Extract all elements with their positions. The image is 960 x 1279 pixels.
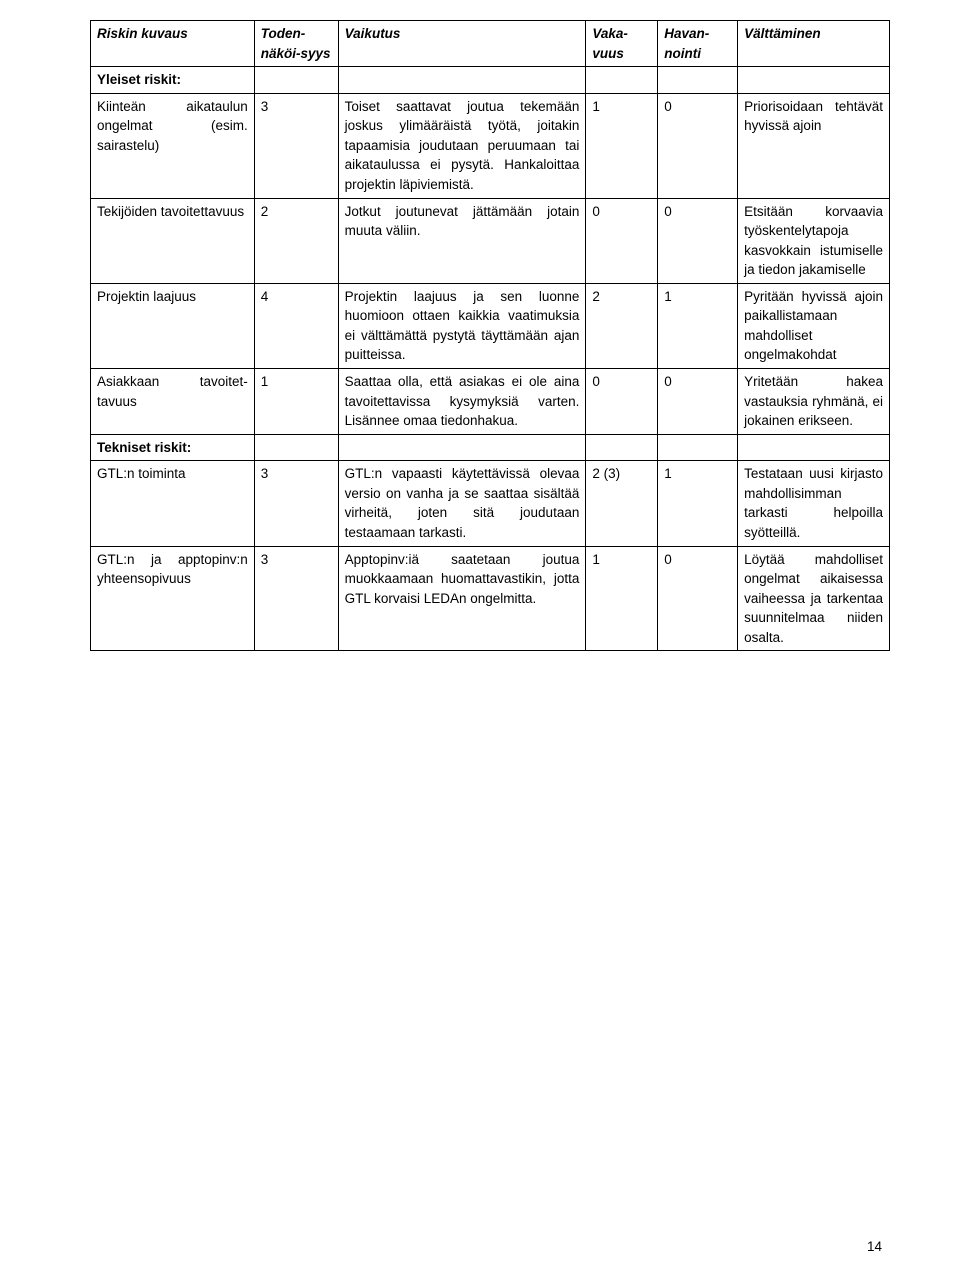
col-header-impact: Vaikutus [338,21,586,67]
cell-prob: 1 [254,369,338,435]
cell-severity: 1 [586,546,658,651]
cell-impact: Projektin laajuus ja sen luonne huomioon… [338,283,586,368]
empty-cell [338,67,586,94]
cell-avoid: Etsitään korvaavia työskentelytapoja kas… [738,198,890,283]
cell-desc: Kiinteän aikataulun ongelmat (esim. sair… [91,93,255,198]
cell-obs: 0 [658,369,738,435]
cell-prob: 3 [254,461,338,546]
empty-cell [254,434,338,461]
cell-impact: Saattaa olla, että asiakas ei ole aina t… [338,369,586,435]
cell-avoid: Priorisoidaan tehtävät hyvissä ajoin [738,93,890,198]
cell-avoid: Löytää mahdolliset ongelmat aikaisessa v… [738,546,890,651]
cell-desc: Tekijöiden tavoitettavuus [91,198,255,283]
cell-prob: 2 [254,198,338,283]
cell-obs: 0 [658,198,738,283]
cell-obs: 0 [658,93,738,198]
cell-impact: Toiset saattavat joutua tekemään joskus … [338,93,586,198]
cell-impact: GTL:n vapaasti käytettävissä olevaa vers… [338,461,586,546]
cell-obs: 1 [658,461,738,546]
cell-impact: Apptopinv:iä saatetaan joutua muokkaamaa… [338,546,586,651]
cell-desc: Asiakkaan tavoitet-tavuus [91,369,255,435]
table-row: GTL:n toiminta 3 GTL:n vapaasti käytettä… [91,461,890,546]
subhead-row-general: Yleiset riskit: [91,67,890,94]
subhead-general: Yleiset riskit: [91,67,255,94]
cell-avoid: Yritetään hakea vastauksia ryhmänä, ei j… [738,369,890,435]
subhead-technical: Tekniset riskit: [91,434,255,461]
col-header-avoid: Välttäminen [738,21,890,67]
table-row: Kiinteän aikataulun ongelmat (esim. sair… [91,93,890,198]
empty-cell [586,67,658,94]
risk-table: Riskin kuvaus Toden-näköi-syys Vaikutus … [90,20,890,651]
col-header-obs: Havan-nointi [658,21,738,67]
cell-prob: 4 [254,283,338,368]
empty-cell [586,434,658,461]
empty-cell [658,67,738,94]
page-container: Riskin kuvaus Toden-näköi-syys Vaikutus … [0,0,960,1279]
cell-severity: 2 [586,283,658,368]
empty-cell [658,434,738,461]
cell-avoid: Pyritään hyvissä ajoin paikallistamaan m… [738,283,890,368]
empty-cell [738,434,890,461]
cell-desc: Projektin laajuus [91,283,255,368]
table-row: Asiakkaan tavoitet-tavuus 1 Saattaa olla… [91,369,890,435]
cell-prob: 3 [254,546,338,651]
subhead-row-technical: Tekniset riskit: [91,434,890,461]
cell-severity: 0 [586,198,658,283]
cell-avoid: Testataan uusi kirjasto mahdollisimman t… [738,461,890,546]
cell-severity: 1 [586,93,658,198]
cell-obs: 0 [658,546,738,651]
cell-severity: 0 [586,369,658,435]
empty-cell [338,434,586,461]
page-number: 14 [867,1237,882,1257]
cell-desc: GTL:n toiminta [91,461,255,546]
empty-cell [738,67,890,94]
col-header-severity: Vaka-vuus [586,21,658,67]
cell-impact: Jotkut joutunevat jättämään jotain muuta… [338,198,586,283]
cell-desc: GTL:n ja apptopinv:n yhteensopivuus [91,546,255,651]
cell-severity: 2 (3) [586,461,658,546]
table-row: Projektin laajuus 4 Projektin laajuus ja… [91,283,890,368]
col-header-desc: Riskin kuvaus [91,21,255,67]
empty-cell [254,67,338,94]
cell-prob: 3 [254,93,338,198]
table-row: Tekijöiden tavoitettavuus 2 Jotkut joutu… [91,198,890,283]
cell-obs: 1 [658,283,738,368]
table-row: GTL:n ja apptopinv:n yhteensopivuus 3 Ap… [91,546,890,651]
col-header-prob: Toden-näköi-syys [254,21,338,67]
table-header-row: Riskin kuvaus Toden-näköi-syys Vaikutus … [91,21,890,67]
